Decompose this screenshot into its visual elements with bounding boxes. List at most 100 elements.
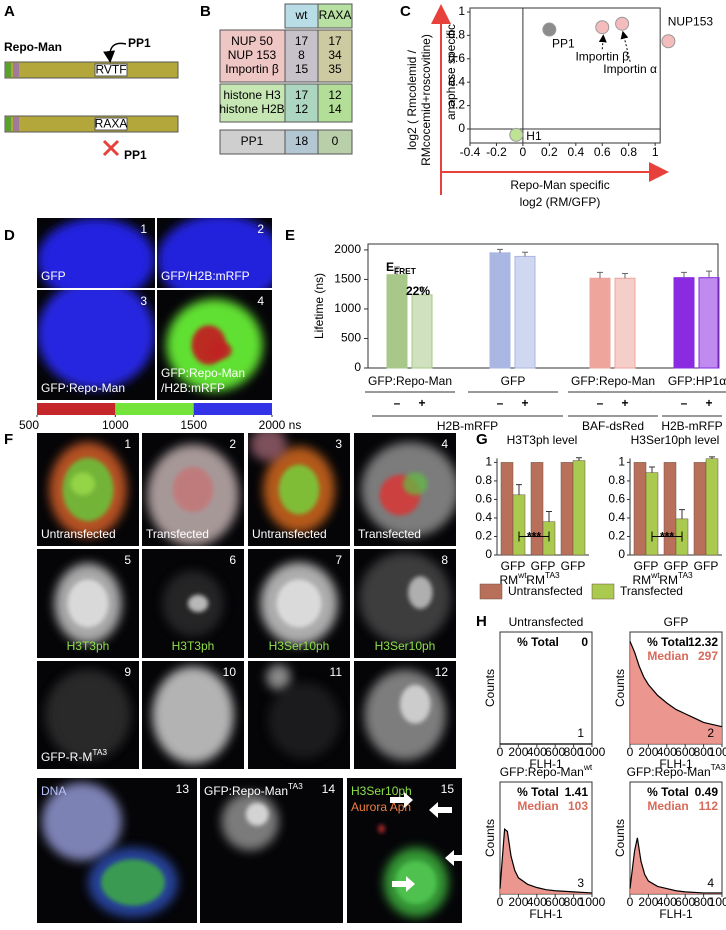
panel-letter: H	[476, 613, 487, 630]
cell	[101, 859, 165, 906]
wt-column	[284, 29, 319, 83]
motif-box	[94, 63, 128, 77]
bar	[663, 462, 677, 556]
x-tick-label: 200	[508, 745, 528, 759]
category-label: GFP:HP1α	[668, 374, 726, 388]
column-header: RAXA	[319, 8, 352, 22]
x-tick-label: 600	[545, 895, 565, 909]
y-tick-label: 0.2	[608, 529, 625, 543]
image-label: GFP:Repo-Man	[41, 381, 125, 395]
text-part: RM	[659, 573, 678, 587]
significance-bracket	[651, 531, 683, 542]
condition-sign: –	[681, 396, 688, 410]
y-tick-label: 0.8	[448, 28, 465, 42]
y-tick-label: 0.8	[608, 473, 625, 487]
text-part: H3T3ph	[67, 639, 110, 653]
error-bar	[706, 270, 712, 278]
pp1-label: PP1	[128, 36, 151, 50]
efret-value: 22%	[406, 284, 430, 298]
x-tick-label: 800	[564, 895, 584, 909]
stat-label: Median	[517, 799, 558, 813]
micrograph	[142, 549, 244, 658]
cell-value: 15	[295, 62, 309, 76]
scale-segment	[37, 403, 116, 415]
stat-label: Median	[647, 649, 688, 663]
cell	[245, 802, 269, 826]
wt-column	[284, 129, 319, 155]
x-tick-label: 600	[675, 895, 695, 909]
panel-letter: G	[476, 431, 488, 448]
y-tick-label: 0	[458, 121, 465, 135]
error-bar	[576, 457, 582, 461]
micrograph	[354, 549, 456, 658]
error-bar	[497, 248, 503, 253]
scale-label: 2000 ns	[259, 418, 302, 432]
error-bar	[546, 510, 552, 522]
group-cell	[219, 83, 353, 123]
image-label: H3Ser10ph	[375, 639, 436, 653]
category-label: RMTA3	[659, 570, 693, 587]
image-label: GFP-R-MTA3	[41, 747, 107, 764]
x-tick-label: 0.4	[567, 145, 584, 159]
micrograph	[37, 661, 139, 769]
chart-title: H3Ser10ph level	[631, 433, 720, 447]
point	[661, 34, 676, 49]
bar	[614, 277, 636, 369]
cell	[41, 782, 122, 861]
micrograph	[200, 778, 343, 923]
efret-label: EFRET	[386, 260, 417, 276]
plot-number: 2	[707, 726, 714, 740]
y-axis-label: Counts	[483, 669, 497, 707]
x-axis-label: log2 (RM/GFP)	[520, 195, 601, 209]
binding-arrow	[103, 42, 127, 63]
row-name: NUP 50	[231, 34, 273, 48]
condition-label: H2B-mRFP	[437, 419, 498, 433]
protein-bar	[4, 61, 179, 79]
motif: RVTF	[95, 63, 126, 77]
y-axis-label: log2 ( Rmcolemid /	[405, 49, 419, 150]
point	[615, 16, 630, 31]
image-label: Transfected	[146, 527, 209, 541]
condition-sign: +	[621, 396, 628, 410]
cell-value: 17	[295, 34, 309, 48]
chart-title: H3T3ph level	[507, 433, 578, 447]
wt-column	[284, 83, 319, 123]
stat-value: 0.49	[695, 785, 719, 799]
superscript: TA3	[288, 781, 303, 791]
image-number: 4	[257, 294, 264, 308]
cell	[278, 464, 320, 515]
row-name: histone H2B	[219, 102, 284, 116]
text-part: E	[386, 260, 394, 274]
y-tick-label: 0.4	[608, 510, 625, 524]
bar	[530, 462, 544, 556]
micrograph	[37, 549, 139, 658]
header-cell	[284, 3, 319, 29]
panel-letter: F	[4, 431, 13, 448]
x-tick-label: 0	[497, 895, 504, 909]
point	[542, 22, 557, 37]
image-number: 14	[322, 782, 336, 796]
cell	[250, 433, 287, 462]
bar	[673, 277, 695, 369]
image-label: /H2B:mRFP	[161, 381, 225, 395]
image-label: H3T3ph	[67, 639, 110, 653]
image-number: 13	[176, 782, 190, 796]
stat-value: 0	[581, 635, 588, 649]
raxa-column	[317, 129, 353, 155]
text-part: H3T3ph	[172, 639, 215, 653]
x-tick-label: 0.2	[541, 145, 558, 159]
y-tick-label: 1	[618, 455, 625, 469]
stat-value: 297	[698, 649, 718, 663]
y-tick-label: 0.4	[475, 510, 492, 524]
x-tick-label: 0.8	[620, 145, 637, 159]
y-tick-label: 1000	[334, 301, 361, 315]
condition-label: H2B-mRFP	[661, 419, 722, 433]
x-tick-label: 400	[527, 895, 547, 909]
superscript: wt	[517, 570, 527, 580]
x-tick-label: 1	[652, 145, 659, 159]
area-fill	[630, 641, 722, 744]
x-tick-label: 1000	[579, 895, 606, 909]
bar	[386, 274, 408, 369]
x-tick-label: 200	[508, 895, 528, 909]
callout-arrow	[598, 34, 607, 50]
